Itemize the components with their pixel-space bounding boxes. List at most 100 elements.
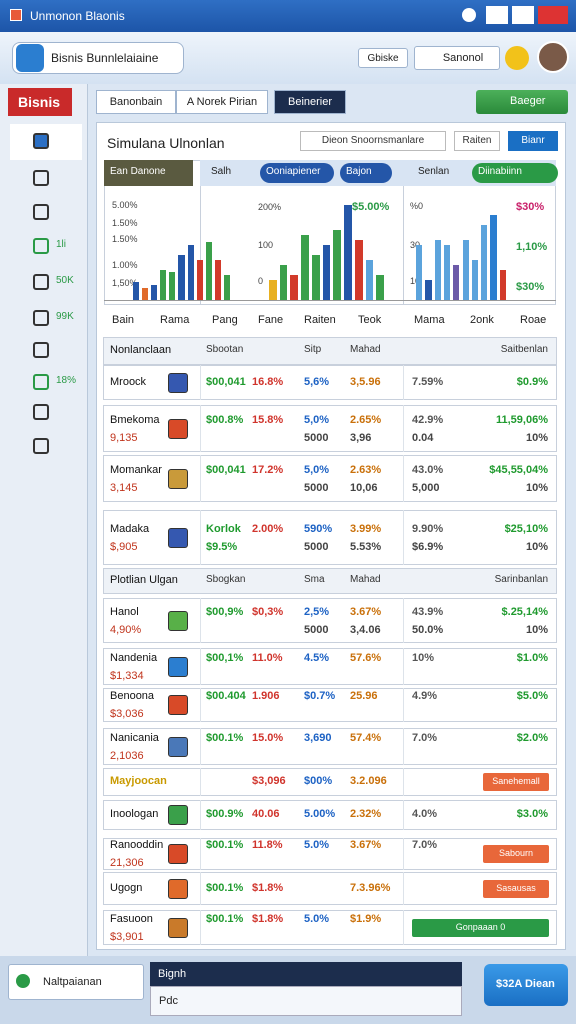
cell: 2.32% — [350, 808, 382, 820]
tab-action[interactable]: Baeger — [476, 90, 568, 114]
cell: $00,041 — [206, 463, 246, 476]
row-name: Bmekoma — [110, 413, 160, 426]
row-icon — [168, 805, 188, 825]
cell: $00.404 — [206, 690, 246, 702]
nav-icon[interactable] — [33, 204, 49, 220]
cell-divider — [403, 455, 404, 502]
nav-icon[interactable] — [33, 274, 49, 290]
primary-button[interactable]: $32A Diean — [484, 964, 568, 1006]
cell: $00.1% — [206, 731, 244, 744]
cell-divider — [200, 910, 201, 945]
nav-icon[interactable] — [33, 238, 49, 254]
cell-divider — [200, 455, 201, 502]
chart-bar — [462, 240, 469, 300]
input-bar[interactable]: Bignh — [150, 962, 462, 986]
cell: $00% — [304, 775, 333, 787]
close-button[interactable] — [538, 6, 568, 24]
tab[interactable]: A Norek Pirian — [176, 90, 268, 114]
cell: 4.9% — [412, 690, 438, 702]
chart-label: 1.00% — [112, 260, 138, 270]
table-row — [103, 728, 557, 765]
nav-icon[interactable] — [33, 310, 49, 326]
chart-bar — [365, 260, 374, 300]
panel-button[interactable]: Raiten — [454, 131, 500, 151]
cell-divider — [403, 872, 404, 905]
chart-bar — [269, 280, 277, 300]
action-button[interactable]: Gbiske — [358, 48, 408, 68]
nav-icon[interactable] — [33, 374, 49, 390]
cell: 17.2% — [252, 463, 284, 476]
column-header: Sarinbanlan — [494, 574, 548, 585]
nav-icon[interactable] — [33, 438, 49, 454]
cell: 11.0% — [252, 651, 283, 664]
cell: $1.9% — [350, 912, 382, 925]
search-box[interactable]: Sanonol — [414, 46, 500, 70]
row-name: Momankar — [110, 463, 162, 476]
cell: 11,59,06% — [496, 413, 548, 426]
row-icon — [168, 610, 188, 631]
chart-bar — [333, 230, 342, 300]
chart-bar — [443, 245, 451, 300]
row-button[interactable]: Sabourn — [483, 845, 549, 863]
chart-bar — [499, 270, 506, 300]
row-name: Madaka — [110, 522, 150, 535]
chart-header: Salh — [211, 166, 232, 177]
nav-icon[interactable] — [33, 404, 49, 420]
cell: Korlok — [206, 522, 241, 535]
column-header: Sbootan — [206, 344, 244, 355]
cell: 3,96 — [350, 431, 372, 444]
cell-divider — [200, 598, 201, 643]
table-row — [103, 568, 557, 594]
avatar[interactable] — [537, 41, 569, 73]
chart-bar — [376, 275, 384, 300]
chart-bar — [434, 240, 441, 300]
cell-divider — [403, 800, 404, 830]
panel-button[interactable]: Bianr — [508, 131, 558, 151]
chart-bar — [205, 242, 212, 300]
x-label: 2onk — [470, 314, 494, 326]
cell: 7.0% — [412, 839, 438, 851]
cell: $0.7% — [304, 690, 336, 702]
column-header: Saitbenlan — [500, 344, 548, 355]
cell-divider — [200, 688, 201, 722]
chart-label: 10 — [410, 276, 421, 286]
tab[interactable]: Beinerier — [274, 90, 346, 114]
maximize-button[interactable] — [512, 6, 534, 24]
cell-divider — [403, 510, 404, 565]
cell: 9.90% — [412, 522, 444, 535]
cell: $1.0% — [516, 651, 548, 664]
row-button[interactable]: Sanehemall — [483, 773, 549, 791]
cell-divider — [403, 365, 404, 400]
row-name: Hanol — [110, 605, 139, 618]
hint-bar[interactable]: Pdc — [150, 986, 462, 1016]
minimize-button[interactable] — [486, 6, 508, 24]
column-header: Sbogkan — [206, 574, 246, 585]
nav-icon[interactable] — [33, 342, 49, 358]
chart-bar — [187, 245, 194, 300]
row-button[interactable]: Gonpaaan 0 — [412, 918, 549, 937]
help-button[interactable] — [462, 8, 476, 22]
nav-icon[interactable] — [33, 133, 49, 149]
column-header: Mahad — [350, 344, 381, 355]
cell: $00,9% — [206, 605, 244, 618]
tab[interactable]: Banonbain — [96, 90, 176, 114]
nav-label: 50K — [56, 275, 74, 286]
row-name: Ugogn — [110, 881, 143, 894]
cell: 3.99% — [350, 522, 382, 535]
x-label: Mama — [414, 314, 445, 326]
cell: 3,4.06 — [350, 623, 381, 636]
cell: $3,096 — [252, 775, 286, 787]
chart-bar — [142, 288, 149, 300]
cell: 2,5% — [304, 605, 330, 618]
panel-button[interactable]: Dieon Snoornsmanlare — [300, 131, 446, 151]
cell: 3,5.96 — [350, 375, 381, 388]
chart-header: Ooniapiener — [260, 163, 334, 183]
row-icon — [168, 695, 188, 715]
status-box[interactable]: Naltpaianan — [8, 964, 144, 1000]
row-button[interactable]: Sasausas — [483, 879, 549, 898]
row-icon — [168, 878, 188, 899]
chart-bar — [416, 245, 423, 300]
nav-icon[interactable] — [33, 170, 49, 186]
table-row — [103, 768, 557, 796]
cell-divider — [403, 598, 404, 643]
